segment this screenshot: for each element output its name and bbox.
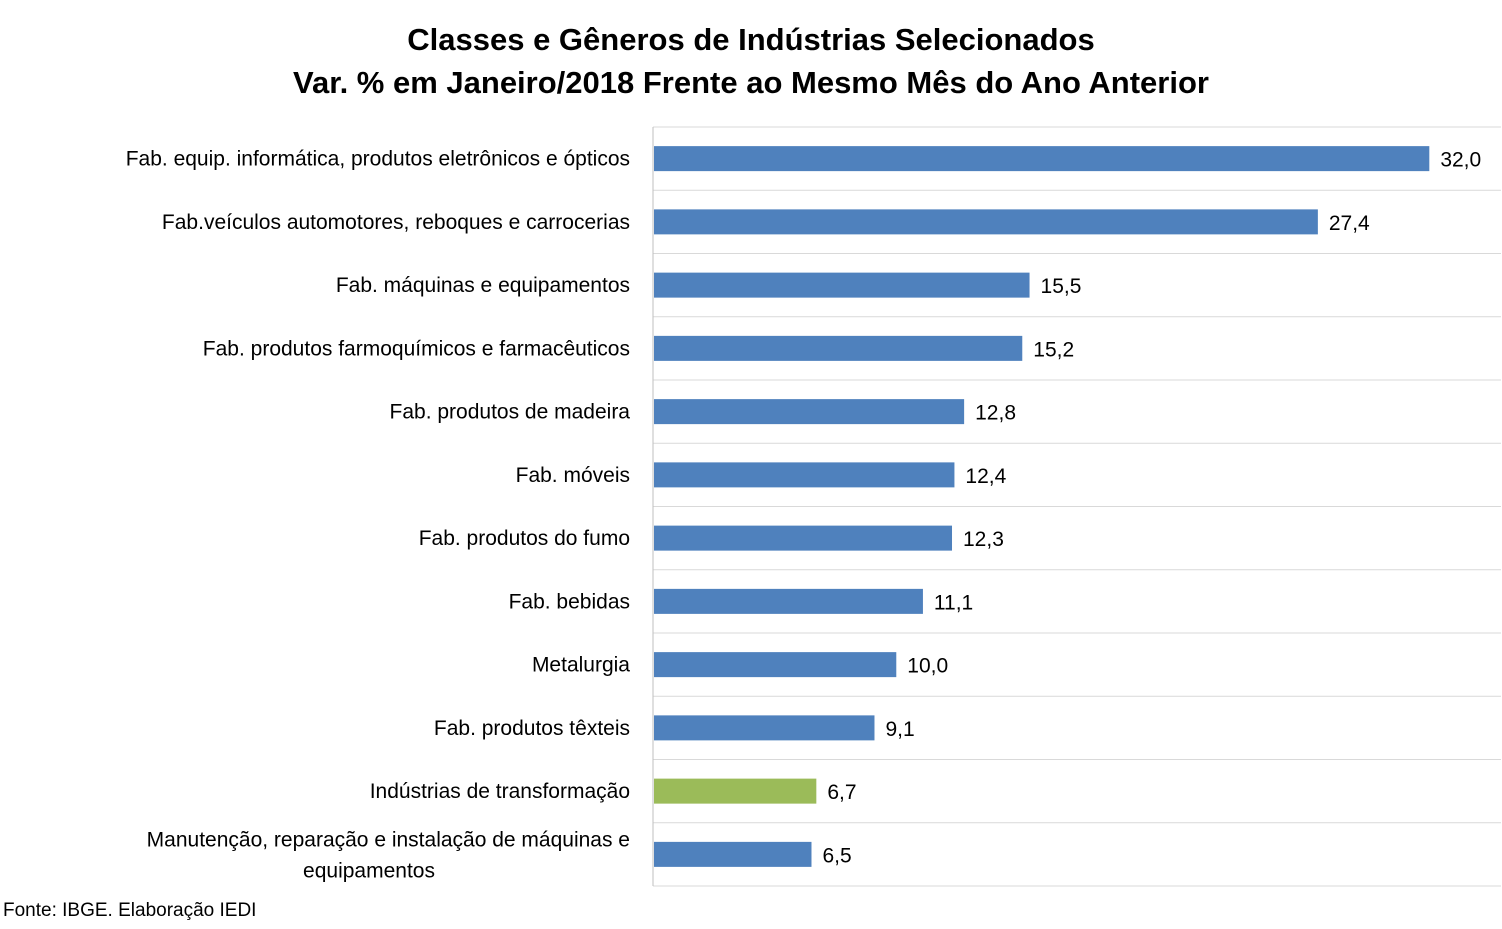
category-label: Fab. equip. informática, produtos eletrô… <box>126 148 630 171</box>
data-label: 6,7 <box>827 781 856 804</box>
chart-title: Classes e Gêneros de Indústrias Selecion… <box>0 18 1502 104</box>
data-label: 32,0 <box>1440 149 1481 172</box>
data-label: 15,2 <box>1033 338 1074 361</box>
bar <box>654 525 953 551</box>
bar <box>654 272 1030 298</box>
bar <box>654 335 1023 361</box>
bar <box>654 588 923 614</box>
data-label: 15,5 <box>1041 275 1082 298</box>
data-label: 12,4 <box>965 465 1006 488</box>
data-label: 12,8 <box>975 402 1016 425</box>
data-label: 11,1 <box>934 591 973 614</box>
category-label: Fab. produtos de madeira <box>390 401 631 424</box>
data-label: 9,1 <box>885 718 914 741</box>
bar <box>654 715 875 741</box>
category-label: Fab. produtos farmoquímicos e farmacêuti… <box>203 337 630 360</box>
chart-title-line1: Classes e Gêneros de Indústrias Selecion… <box>407 22 1095 57</box>
bar <box>654 652 897 678</box>
category-label: Indústrias de transformação <box>370 780 630 803</box>
data-label: 27,4 <box>1329 212 1370 235</box>
category-label: Metalurgia <box>532 654 630 677</box>
bar <box>654 462 955 488</box>
bar <box>654 209 1318 235</box>
chart-subtitle: Var. % em Janeiro/2018 Frente ao Mesmo M… <box>293 65 1209 100</box>
bar <box>654 399 965 425</box>
data-label: 6,5 <box>822 844 851 867</box>
category-label: Fab. bebidas <box>509 590 630 613</box>
category-label-line: equipamentos <box>303 859 435 882</box>
bar <box>654 778 817 804</box>
category-label: Fab.veículos automotores, reboques e car… <box>162 211 630 234</box>
data-label: 10,0 <box>907 655 948 678</box>
bar <box>654 841 812 867</box>
category-label: Fab. máquinas e equipamentos <box>336 274 630 297</box>
category-label-line: Manutenção, reparação e instalação de má… <box>147 828 630 851</box>
bar <box>654 146 1430 172</box>
category-label: Manutenção, reparação e instalação de má… <box>147 828 630 882</box>
category-label: Fab. produtos têxteis <box>434 717 630 740</box>
data-label: 12,3 <box>963 528 1004 551</box>
category-label: Fab. produtos do fumo <box>419 527 630 550</box>
source-note: Fonte: IBGE. Elaboração IEDI <box>3 900 257 921</box>
category-label: Fab. móveis <box>516 464 630 487</box>
